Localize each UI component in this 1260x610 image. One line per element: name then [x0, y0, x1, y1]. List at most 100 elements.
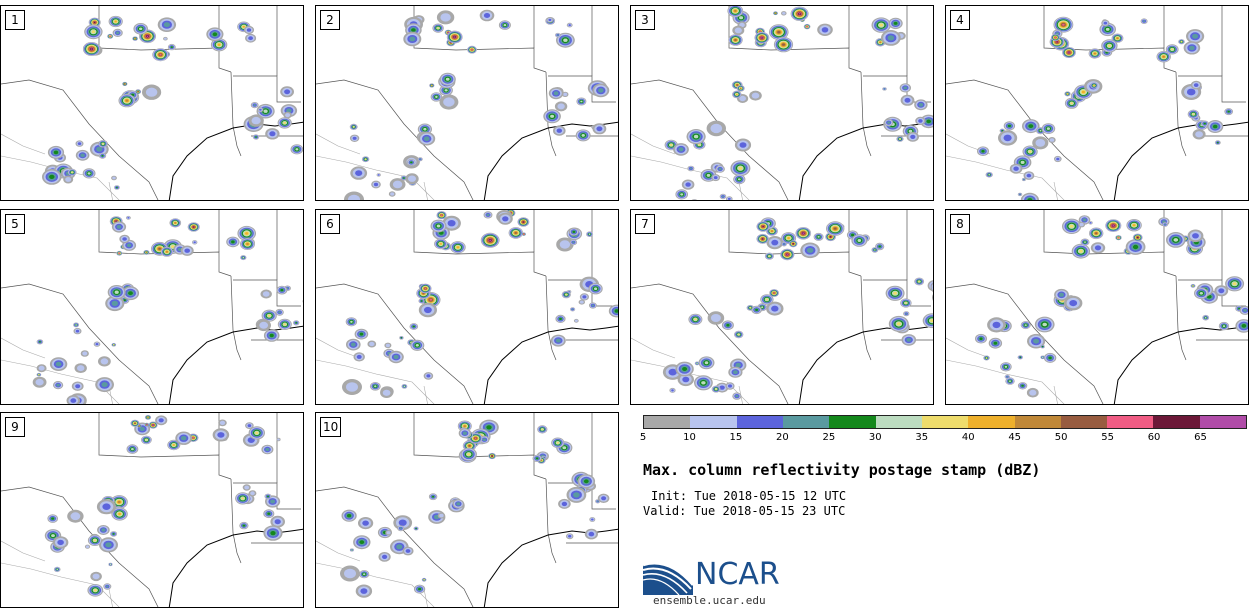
reflectivity-cell	[1023, 178, 1025, 181]
reflectivity-cell	[1192, 33, 1199, 39]
legend-ticks: 5 10 15 20 25 30 35 40 45 50 55 60 65	[639, 429, 1247, 445]
reflectivity-cell	[559, 240, 571, 249]
reflectivity-cell	[1019, 193, 1021, 196]
reflectivity-cell	[423, 127, 427, 131]
reflectivity-cell	[874, 249, 876, 251]
reflectivity-cell	[116, 186, 118, 189]
reflectivity-cell	[887, 121, 891, 124]
state-boundary	[233, 75, 301, 103]
reflectivity-cell	[217, 432, 225, 438]
reflectivity-cell	[486, 425, 492, 430]
reflectivity-cell	[382, 554, 388, 559]
reflectivity-cell	[1054, 36, 1057, 39]
reflectivity-cell	[903, 86, 908, 90]
reflectivity-cell	[682, 376, 690, 383]
reflectivity-cell	[280, 288, 284, 292]
reflectivity-cell	[680, 193, 684, 196]
panel-number: 2	[320, 10, 340, 30]
reflectivity-cell	[49, 174, 55, 179]
reflectivity-cell	[728, 384, 732, 388]
legend-tick-label: 5	[639, 432, 647, 443]
reflectivity-cell	[165, 251, 168, 253]
reflectivity-cell	[931, 283, 933, 291]
reflectivity-cell	[1049, 138, 1055, 142]
reflectivity-cell	[1112, 224, 1115, 227]
reflectivity-cell	[105, 542, 112, 548]
coastline	[168, 325, 303, 404]
reflectivity-cell	[51, 517, 55, 520]
reflectivity-cell	[503, 24, 507, 27]
border-line	[946, 359, 1065, 404]
reflectivity-cell	[583, 479, 589, 484]
reflectivity-cell	[409, 36, 416, 42]
legend-tick-label: 30	[868, 432, 882, 443]
reflectivity-cell	[128, 291, 133, 296]
state-boundary	[98, 6, 232, 73]
reflectivity-cell	[467, 453, 471, 456]
reflectivity-map	[1, 210, 303, 404]
reflectivity-cell	[561, 501, 568, 507]
ncar-logo: NCAR ensemble.ucar.edu	[643, 553, 803, 608]
reflectivity-cell	[802, 232, 805, 235]
reflectivity-cell	[591, 518, 594, 521]
reflectivity-cell	[1189, 45, 1195, 51]
reflectivity-cell	[259, 321, 269, 329]
reflectivity-cell	[905, 312, 908, 315]
border-line	[108, 588, 113, 607]
state-boundary	[631, 283, 789, 404]
reflectivity-cell	[180, 436, 187, 441]
reflectivity-cell	[992, 321, 1001, 329]
map-panel-9: 9	[0, 412, 304, 608]
reflectivity-cell	[782, 12, 786, 15]
reflectivity-cell	[285, 113, 291, 118]
reflectivity-cell	[833, 227, 837, 230]
reflectivity-cell	[563, 92, 568, 96]
reflectivity-cell	[591, 304, 595, 307]
reflectivity-cell	[727, 197, 731, 200]
legend-tick-label: 35	[915, 432, 929, 443]
reflectivity-cell	[669, 143, 673, 147]
state-boundary	[233, 482, 301, 510]
reflectivity-cell	[350, 342, 356, 347]
reflectivity-cell	[1199, 292, 1203, 295]
reflectivity-cell	[979, 337, 983, 340]
reflectivity-cell	[918, 103, 924, 107]
map-panel-5: 5	[0, 209, 304, 405]
state-boundary	[1175, 275, 1187, 361]
map-panel-4: 4	[945, 5, 1249, 201]
reflectivity-cell	[1041, 345, 1044, 348]
map-panel-3: 3	[630, 5, 934, 201]
reflectivity-cell	[363, 573, 366, 576]
reflectivity-cell	[568, 24, 571, 27]
reflectivity-cell	[486, 213, 490, 217]
reflectivity-cell	[918, 280, 921, 283]
map-panel-10: 10	[315, 412, 619, 608]
reflectivity-cell	[1008, 380, 1012, 382]
reflectivity-cell	[761, 37, 763, 39]
reflectivity-cell	[393, 354, 399, 360]
reflectivity-cell	[1247, 320, 1248, 324]
reflectivity-cell	[896, 322, 901, 326]
reflectivity-cell	[102, 143, 104, 145]
reflectivity-cell	[123, 299, 126, 302]
reflectivity-cell	[1093, 52, 1096, 55]
reflectivity-cell	[755, 308, 758, 311]
reflectivity-cell	[601, 496, 607, 501]
legend-swatch	[1153, 416, 1200, 428]
reflectivity-cell	[1013, 166, 1019, 171]
reflectivity-cell	[134, 37, 136, 40]
reflectivity-cell	[250, 491, 255, 496]
reflectivity-cell	[270, 531, 276, 536]
valid-time: Valid: Tue 2018-05-15 23 UTC	[643, 504, 846, 518]
reflectivity-cell	[719, 385, 725, 390]
reflectivity-cell	[562, 446, 567, 450]
border-line	[631, 155, 750, 200]
reflectivity-cell	[573, 492, 580, 498]
reflectivity-cell	[137, 90, 139, 93]
reflectivity-cell	[857, 239, 862, 242]
legend-tick-label: 55	[1101, 432, 1114, 443]
state-boundary	[1, 486, 159, 607]
reflectivity-cell	[502, 216, 509, 222]
ncar-url[interactable]: ensemble.ucar.edu	[653, 594, 766, 607]
reflectivity-cell	[93, 21, 96, 24]
